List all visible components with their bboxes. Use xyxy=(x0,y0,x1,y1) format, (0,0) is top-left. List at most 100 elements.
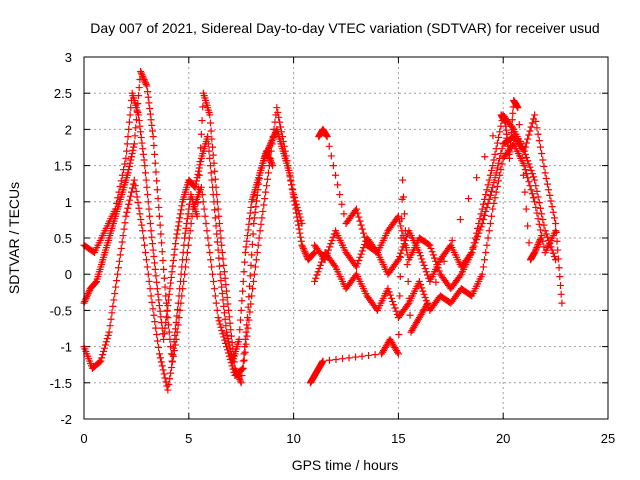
data-point-marker xyxy=(299,244,307,252)
data-point-marker xyxy=(535,137,543,145)
data-point-marker xyxy=(208,176,216,184)
data-point-marker xyxy=(123,208,131,216)
data-point-marker xyxy=(165,321,173,329)
data-point-marker xyxy=(222,322,230,330)
data-point-marker xyxy=(123,140,131,148)
data-point-marker xyxy=(358,352,366,360)
data-point-marker xyxy=(483,241,491,249)
data-point-marker xyxy=(211,292,219,300)
data-point-marker xyxy=(237,316,245,324)
data-point-marker xyxy=(536,236,544,244)
data-point-marker xyxy=(162,292,170,300)
data-point-marker xyxy=(195,164,203,172)
data-point-marker xyxy=(295,210,303,218)
data-point-marker xyxy=(211,167,219,175)
data-point-marker xyxy=(250,220,258,228)
y-tick-label: -2 xyxy=(60,412,72,427)
data-point-marker xyxy=(336,191,344,199)
data-point-marker xyxy=(235,335,243,343)
data-point-marker xyxy=(125,166,133,174)
y-tick-label: -0.5 xyxy=(50,303,72,318)
data-point-marker xyxy=(549,249,557,257)
data-point-marker xyxy=(170,251,178,259)
data-point-marker xyxy=(210,285,218,293)
data-point-marker xyxy=(520,162,528,170)
data-point-marker xyxy=(428,248,436,256)
x-axis-label: GPS time / hours xyxy=(292,457,399,473)
data-point-marker xyxy=(146,104,154,112)
data-point-marker xyxy=(534,130,542,138)
y-tick-label: 0.5 xyxy=(54,231,72,246)
data-point-marker xyxy=(252,203,260,211)
data-point-marker xyxy=(126,111,134,119)
data-point-marker xyxy=(223,287,231,295)
data-point-marker xyxy=(111,290,119,298)
data-point-marker xyxy=(178,292,186,300)
data-point-marker xyxy=(415,248,423,256)
data-point-marker xyxy=(241,258,249,266)
data-point-marker xyxy=(150,141,158,149)
y-tick-label: 3 xyxy=(65,50,72,65)
data-point-marker xyxy=(149,305,157,313)
data-point-marker xyxy=(432,257,440,265)
data-point-marker xyxy=(357,221,365,229)
data-point-marker xyxy=(151,265,159,273)
data-point-marker xyxy=(81,296,89,304)
data-point-marker xyxy=(539,215,547,223)
data-point-marker xyxy=(159,366,167,374)
data-point-marker xyxy=(524,157,532,165)
data-point-marker xyxy=(493,183,501,191)
data-point-marker xyxy=(159,257,167,265)
data-point-marker xyxy=(283,157,291,165)
data-point-marker xyxy=(109,302,117,310)
data-point-marker xyxy=(248,240,256,248)
data-point-marker xyxy=(495,133,503,141)
data-point-marker xyxy=(488,212,496,220)
data-point-marker xyxy=(402,244,410,252)
data-point-marker xyxy=(250,277,258,285)
data-point-marker xyxy=(146,110,154,118)
data-point-marker xyxy=(103,335,111,343)
data-point-marker xyxy=(354,209,362,217)
data-point-marker xyxy=(140,234,148,242)
data-point-marker xyxy=(92,278,100,286)
data-point-marker xyxy=(229,345,237,353)
data-point-marker xyxy=(122,154,130,162)
data-point-marker xyxy=(482,248,490,256)
data-point-marker xyxy=(477,223,485,231)
data-point-marker xyxy=(493,139,501,147)
data-point-marker xyxy=(98,354,106,362)
data-point-marker xyxy=(141,241,149,249)
data-point-marker xyxy=(491,194,499,202)
data-point-marker xyxy=(171,341,179,349)
data-point-marker xyxy=(270,125,278,133)
data-point-marker xyxy=(198,191,206,199)
data-point-marker xyxy=(145,277,153,285)
data-point-marker xyxy=(248,292,256,300)
data-point-marker xyxy=(245,316,253,324)
data-point-marker xyxy=(541,227,549,235)
data-point-marker xyxy=(140,76,148,84)
data-point-marker xyxy=(540,221,548,229)
data-point-marker xyxy=(162,313,170,321)
data-point-marker xyxy=(126,196,134,204)
data-point-marker xyxy=(137,67,145,75)
data-point-marker xyxy=(429,251,437,259)
data-point-marker xyxy=(240,268,248,276)
data-point-marker xyxy=(496,154,504,162)
data-point-marker xyxy=(427,244,435,252)
data-point-marker xyxy=(533,187,541,195)
data-point-marker xyxy=(227,332,235,340)
data-point-marker xyxy=(358,225,366,233)
data-point-marker xyxy=(404,301,412,309)
data-point-marker xyxy=(216,270,224,278)
data-point-marker xyxy=(215,254,223,262)
data-point-marker xyxy=(327,240,335,248)
data-point-marker xyxy=(91,279,99,287)
data-point-marker xyxy=(222,339,230,347)
data-point-marker xyxy=(237,379,245,387)
data-point-marker xyxy=(285,166,293,174)
data-point-marker xyxy=(485,227,493,235)
data-point-marker xyxy=(419,287,427,295)
data-point-marker xyxy=(224,300,232,308)
